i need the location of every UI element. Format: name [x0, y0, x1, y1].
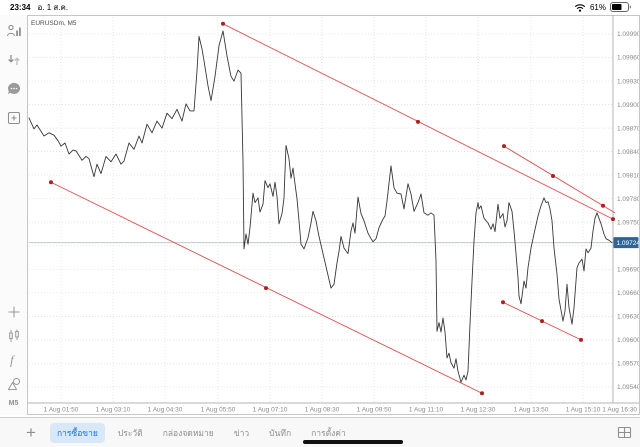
price-series-line	[28, 30, 613, 383]
y-axis-label: 1.09990	[617, 31, 639, 38]
trendline-handle[interactable]	[49, 180, 53, 185]
x-axis-label: 1 Aug 16:30	[602, 407, 637, 414]
y-axis-label: 1.09750	[617, 219, 639, 226]
chart-panel: 1.09990 1.09960 1.09930 1.09900 1.09870 1.098…	[27, 15, 640, 415]
x-axis-label: 1 Aug 03:10	[96, 407, 131, 414]
y-axis-label: 1.09540	[617, 384, 639, 391]
tab-history[interactable]: ประวัติ	[117, 427, 143, 438]
tab-mailbox[interactable]: กล่องจดหมาย	[162, 427, 214, 438]
x-axis-label: 1 Aug 13:50	[514, 407, 549, 414]
trendline-handle[interactable]	[480, 391, 484, 396]
trendline-upper-short[interactable]	[503, 145, 616, 214]
order-arrows-icon[interactable]	[6, 52, 22, 68]
y-axis-label: 1.09600	[617, 337, 639, 344]
trendline-handle[interactable]	[601, 203, 605, 208]
x-axis-label: 1 Aug 04:30	[148, 407, 183, 414]
account-icon[interactable]	[6, 23, 22, 39]
crosshair-icon[interactable]	[6, 304, 22, 320]
tab-bar: การซื้อขาย ประวัติ กล่องจดหมาย ข่าว บันท…	[49, 422, 353, 443]
x-axis-label: 1 Aug 15:10	[566, 407, 601, 414]
y-axis-label: 1.09570	[617, 361, 639, 368]
x-axis-label: 1 Aug 05:50	[201, 407, 236, 414]
trendline-handle[interactable]	[416, 119, 420, 124]
svg-text:f: f	[10, 353, 16, 368]
y-axis-label: 1.09840	[617, 149, 639, 156]
current-price-badge	[613, 237, 639, 249]
trendline-handle[interactable]	[540, 319, 544, 324]
chart-svg[interactable]: 1.09990 1.09960 1.09930 1.09900 1.09870 1.098…	[28, 16, 639, 414]
current-price-value: 1.09724	[617, 240, 640, 247]
y-axis-label: 1.09930	[617, 78, 639, 85]
y-axis-label: 1.09690	[617, 267, 639, 274]
clock: 23:34	[10, 2, 31, 12]
status-left: 23:34 อ. 1 ส.ค.	[10, 1, 68, 14]
x-axis-label: 1 Aug 12:30	[461, 407, 496, 414]
battery-icon	[610, 2, 631, 12]
y-axis-label: 1.09900	[617, 102, 639, 109]
trendline-handle[interactable]	[611, 217, 615, 222]
trendline-handle[interactable]	[264, 286, 268, 291]
y-axis-label: 1.09660	[617, 290, 639, 297]
x-axis-label: 1 Aug 09:50	[357, 407, 392, 414]
y-axis-label: 1.09960	[617, 55, 639, 62]
timeframe-m5[interactable]: M5	[8, 400, 19, 407]
x-axis-label: 1 Aug 11:10	[409, 407, 444, 414]
sidebar: f M5	[0, 15, 28, 415]
trendline-handle[interactable]	[579, 337, 583, 342]
status-date: อ. 1 ส.ค.	[37, 2, 69, 12]
window-layout-icon[interactable]	[617, 425, 632, 440]
battery-percent: 61%	[589, 2, 606, 12]
objects-icon[interactable]	[6, 376, 22, 392]
x-axis-label: 1 Aug 01:50	[44, 407, 79, 414]
y-axis-label: 1.09810	[617, 172, 639, 179]
chart-symbol-label: EURUSDm, M5	[31, 20, 77, 27]
trendline-handle[interactable]	[551, 173, 555, 178]
trendline-handle[interactable]	[502, 144, 506, 149]
status-bar: 23:34 อ. 1 ส.ค. 61%	[0, 0, 640, 14]
x-axis-label: 1 Aug 08:30	[305, 407, 340, 414]
wifi-icon	[574, 3, 586, 12]
add-button[interactable]: +	[26, 423, 36, 442]
x-axis-label: 1 Aug 07:10	[253, 407, 288, 414]
y-axis-label: 1.09630	[617, 314, 639, 321]
trendline-handle[interactable]	[501, 300, 505, 305]
indicator-f-icon[interactable]: f	[6, 352, 22, 368]
candles-icon[interactable]	[6, 328, 22, 344]
tab-news[interactable]: ข่าว	[233, 427, 250, 438]
tab-trade[interactable]: การซื้อขาย	[49, 422, 105, 443]
trendline-handle[interactable]	[221, 21, 225, 26]
chat-icon[interactable]	[6, 81, 22, 97]
new-order-icon[interactable]	[6, 110, 22, 126]
status-right: 61%	[574, 2, 632, 12]
y-axis-label: 1.09870	[617, 125, 639, 132]
tab-settings[interactable]: การตั้งค่า	[311, 427, 346, 438]
tab-journal[interactable]: บันทึก	[269, 427, 292, 438]
y-axis-label: 1.09780	[617, 196, 639, 203]
home-indicator[interactable]	[303, 440, 403, 444]
